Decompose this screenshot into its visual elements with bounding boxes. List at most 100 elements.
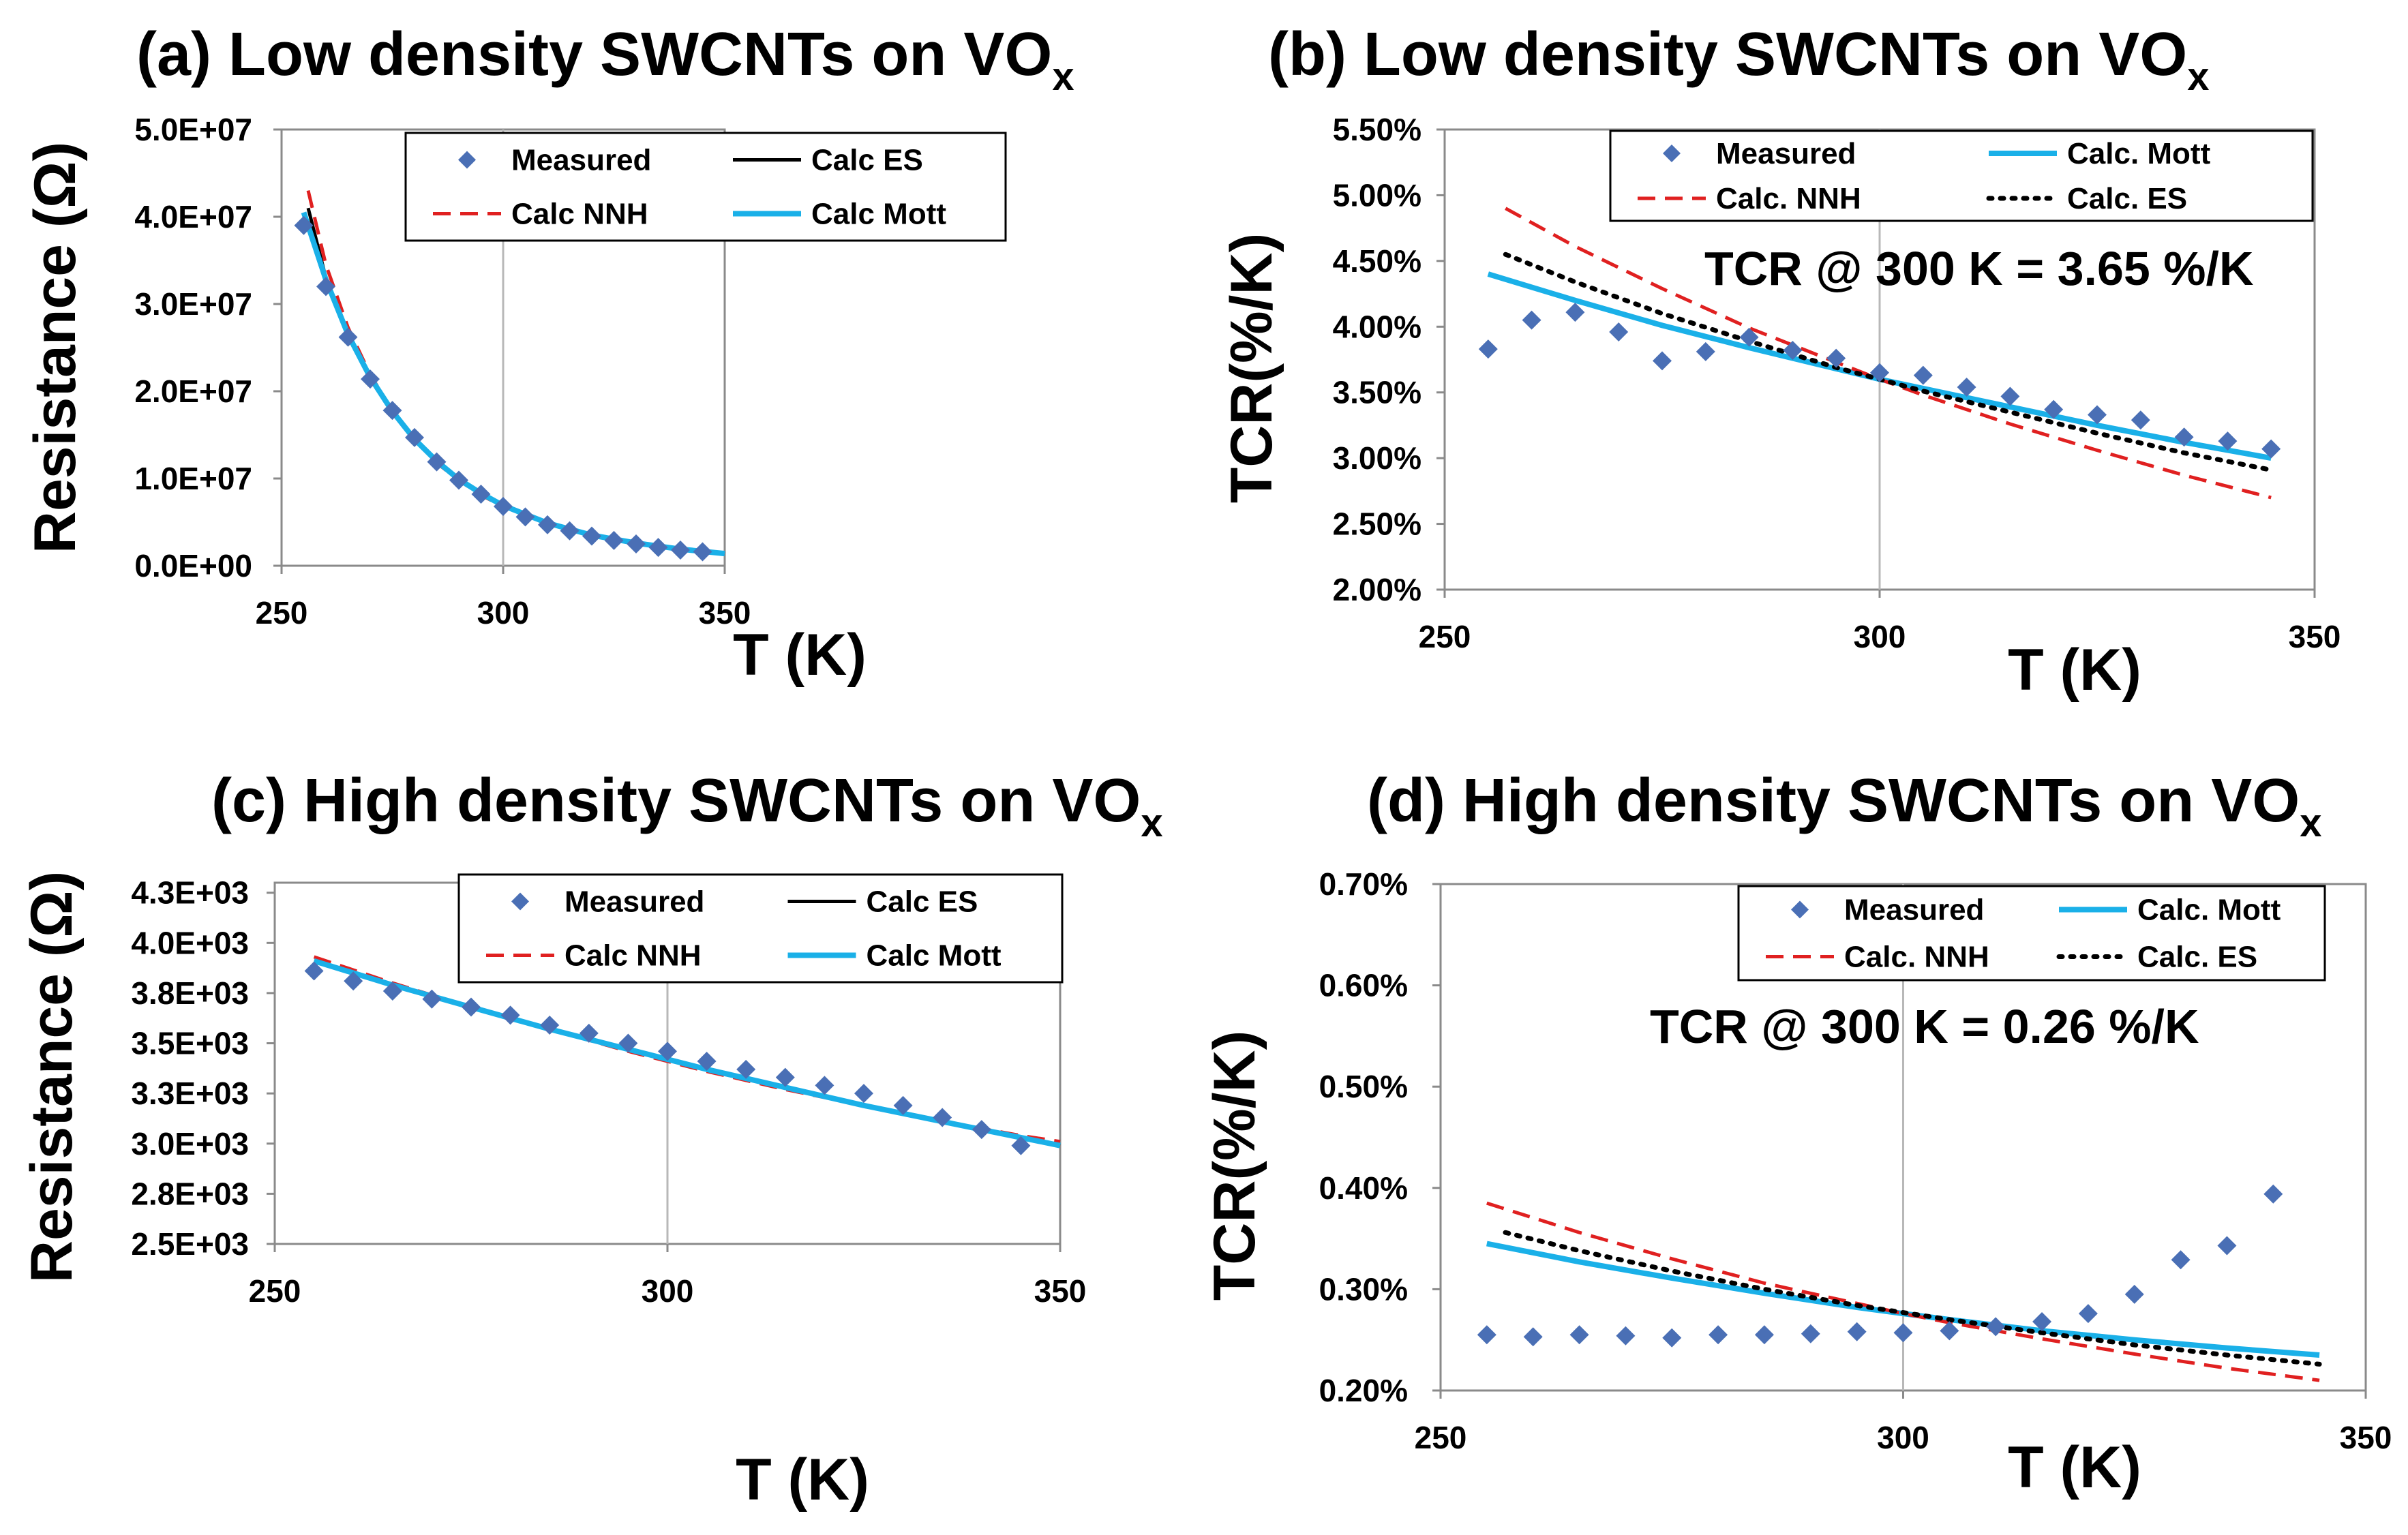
data-point-measured bbox=[1783, 341, 1803, 360]
data-point-measured bbox=[462, 997, 481, 1017]
data-point-measured bbox=[2000, 386, 2020, 406]
data-point-measured bbox=[2261, 439, 2281, 459]
chart-title-main: (d) High density SWCNTs on VO bbox=[1367, 767, 2300, 835]
y-axis-label: TCR(%/K) bbox=[1202, 1031, 1267, 1301]
chart-title: (b) Low density SWCNTs on VOx bbox=[1268, 20, 2210, 99]
data-point-measured bbox=[494, 496, 513, 516]
series-line-calc-nnh bbox=[1486, 1201, 2320, 1382]
data-point-measured bbox=[893, 1095, 913, 1115]
data-point-measured bbox=[344, 971, 363, 991]
legend-label: Calc NNH bbox=[511, 198, 648, 231]
y-axis-label: Resistance (Ω) bbox=[19, 871, 85, 1283]
legend-label: Measured bbox=[511, 144, 651, 177]
data-point-measured bbox=[1847, 1322, 1867, 1341]
y-tick-label: 0.40% bbox=[1319, 1170, 1408, 1206]
data-point-measured bbox=[1609, 322, 1629, 341]
x-tick-label: 300 bbox=[1854, 619, 1906, 654]
data-point-measured bbox=[775, 1067, 795, 1087]
y-tick-label: 5.00% bbox=[1333, 177, 1421, 213]
legend-label: Calc. Mott bbox=[2137, 894, 2281, 927]
y-axis-label: TCR(%/K) bbox=[1219, 233, 1284, 504]
x-tick-label: 250 bbox=[1415, 1420, 1467, 1455]
chart-title: (d) High density SWCNTs on VOx bbox=[1367, 767, 2322, 845]
data-point-measured bbox=[1696, 341, 1715, 361]
data-point-measured bbox=[405, 427, 424, 447]
y-tick-label: 1.0E+07 bbox=[134, 461, 252, 496]
chart-title-subscript: x bbox=[1052, 55, 1074, 99]
legend-box bbox=[457, 873, 1064, 984]
data-point-measured bbox=[2044, 399, 2064, 419]
y-tick-label: 3.50% bbox=[1333, 375, 1421, 410]
data-point-measured bbox=[2218, 431, 2238, 451]
data-point-measured bbox=[1565, 303, 1585, 322]
chart-title-main: (c) High density SWCNTs on VO bbox=[211, 767, 1141, 835]
y-tick-label: 3.00% bbox=[1333, 440, 1421, 476]
x-axis-label: T (K) bbox=[2008, 637, 2141, 703]
x-tick-label: 250 bbox=[1419, 619, 1471, 654]
legend-label: Measured bbox=[1844, 894, 1984, 927]
data-point-measured bbox=[815, 1076, 834, 1095]
data-point-measured bbox=[1913, 365, 1933, 385]
data-point-measured bbox=[1986, 1317, 2006, 1337]
chart-panel-b: (b) Low density SWCNTs on VOx 2.00% 2.50% 3… bbox=[1219, 20, 2341, 703]
y-tick-label: 3.5E+03 bbox=[131, 1026, 249, 1061]
data-point-measured bbox=[538, 515, 557, 534]
data-point-measured bbox=[1754, 1325, 1774, 1345]
data-point-measured bbox=[1522, 310, 1541, 330]
data-point-measured bbox=[304, 961, 324, 981]
chart-title-subscript: x bbox=[1141, 801, 1162, 845]
data-point-measured bbox=[1477, 1325, 1496, 1345]
legend-label: Measured bbox=[565, 885, 704, 919]
x-tick-label: 350 bbox=[2289, 619, 2341, 654]
data-point-measured bbox=[854, 1084, 873, 1104]
legend-box bbox=[404, 132, 1007, 242]
data-point-measured bbox=[382, 982, 402, 1001]
legend-label: Calc Mott bbox=[867, 939, 1002, 973]
y-tick-label: 4.0E+07 bbox=[134, 199, 252, 234]
data-point-measured bbox=[736, 1059, 756, 1079]
x-axis-label: T (K) bbox=[733, 622, 867, 688]
chart-panel-a: (a) Low density SWCNTs on VOx 0.0E+00 1.0E… bbox=[22, 20, 1074, 688]
data-point-measured bbox=[560, 521, 580, 541]
x-axis-label: T (K) bbox=[2008, 1435, 2141, 1500]
legend-marker bbox=[1663, 145, 1681, 162]
data-point-measured bbox=[2032, 1311, 2052, 1331]
y-tick-label: 0.50% bbox=[1319, 1069, 1408, 1104]
x-tick-label: 300 bbox=[1877, 1420, 1929, 1455]
chart-panel-d: (d) High density SWCNTs on VOx 0.20% 0.30%… bbox=[1202, 767, 2392, 1500]
data-point-measured bbox=[1616, 1326, 1636, 1346]
data-point-measured bbox=[1478, 339, 1498, 359]
x-tick-label: 350 bbox=[1034, 1273, 1087, 1309]
legend: Measured Calc ES Calc NNH Calc Mott bbox=[457, 873, 1064, 984]
data-point-measured bbox=[515, 507, 535, 527]
data-point-measured bbox=[294, 215, 314, 235]
data-point-measured bbox=[1893, 1323, 1913, 1343]
legend-label: Calc. ES bbox=[2067, 182, 2187, 215]
data-point-measured bbox=[1870, 363, 1889, 382]
data-point-measured bbox=[693, 542, 712, 562]
data-point-measured bbox=[1662, 1328, 1682, 1348]
legend: Measured Calc ES Calc NNH Calc Mott bbox=[404, 132, 1007, 242]
data-point-measured bbox=[618, 1033, 638, 1053]
data-point-measured bbox=[1523, 1327, 1543, 1347]
legend-marker bbox=[1791, 900, 1809, 919]
data-point-measured bbox=[471, 485, 491, 504]
data-point-measured bbox=[648, 538, 668, 558]
data-point-measured bbox=[382, 401, 402, 421]
legend-label: Calc ES bbox=[811, 144, 923, 177]
chart-panel-c: (c) High density SWCNTs on VOx 2.5E+03 2.8… bbox=[19, 767, 1163, 1513]
chart-title-subscript: x bbox=[2187, 55, 2209, 99]
y-tick-label: 2.0E+07 bbox=[134, 374, 252, 409]
data-point-measured bbox=[1957, 378, 1976, 397]
data-point-measured bbox=[1940, 1321, 1959, 1341]
y-tick-label: 3.0E+07 bbox=[134, 286, 252, 322]
x-tick-label: 300 bbox=[477, 595, 530, 630]
legend: Measured Calc. Mott Calc. NNH Calc. ES bbox=[1609, 130, 2314, 222]
y-tick-label: 3.8E+03 bbox=[131, 975, 249, 1011]
y-tick-label: 0.20% bbox=[1319, 1373, 1408, 1408]
data-point-measured bbox=[449, 470, 468, 490]
y-tick-label: 0.70% bbox=[1319, 866, 1408, 902]
y-tick-label: 2.00% bbox=[1333, 572, 1421, 607]
x-tick-label: 250 bbox=[249, 1273, 301, 1309]
